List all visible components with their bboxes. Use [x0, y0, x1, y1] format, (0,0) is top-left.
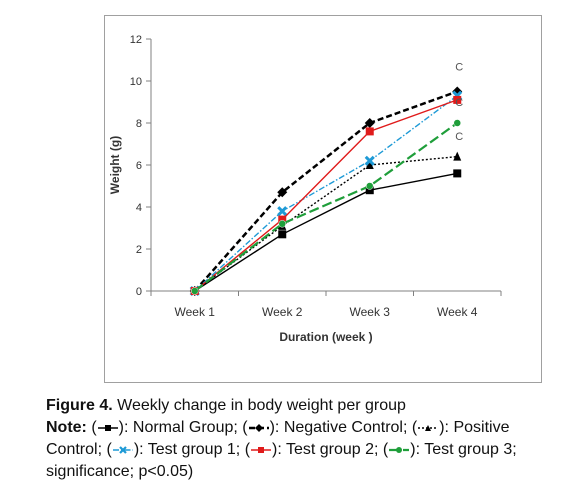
legend-symbol [418, 424, 439, 431]
series-line-2 [194, 155, 458, 292]
legend-entry: (): Test group 1; [102, 441, 241, 458]
series-line-5 [194, 122, 458, 292]
y-tick-label: 8 [136, 118, 142, 130]
series-line-3 [194, 95, 458, 292]
data-point [277, 206, 288, 217]
figure-title: Weekly change in body weight per group [117, 397, 406, 414]
legend-entry-label: Test group 3; [424, 441, 517, 458]
legend-entry-label: Test group 2; [285, 441, 379, 458]
y-tick-label: 4 [136, 202, 142, 214]
legend-entry-label: Negative Control; [283, 419, 408, 436]
data-point [366, 182, 374, 190]
significance-annotation: C [455, 62, 463, 74]
legend-symbol [251, 446, 272, 453]
x-tick-label: Week 4 [437, 305, 478, 319]
legend-entry-label: Test group 1; [147, 441, 241, 458]
line-chart: 0 2 4 6 8 10 12 Week 1 Week 2 Week 3 Week 4 Duratio… [108, 34, 502, 344]
legend-entry-label: Positive Control; [46, 419, 510, 458]
figure-caption: Figure 4. Weekly change in body weight p… [46, 395, 566, 483]
data-point [277, 187, 288, 198]
series-line-1 [193, 90, 458, 292]
legend-symbol [248, 423, 269, 432]
significance-annotation: C [455, 97, 463, 109]
x-tick-label: Week 3 [350, 305, 391, 319]
x-tick-label: Week 1 [175, 305, 216, 319]
data-point [365, 127, 374, 136]
y-tick-label: 0 [136, 286, 142, 298]
series-line-0 [194, 172, 458, 292]
x-tick-label: Week 2 [262, 305, 303, 319]
y-tick-label: 2 [136, 244, 142, 256]
data-point [278, 215, 287, 224]
legend-entry: (): Test group 3; [378, 441, 517, 458]
data-point [453, 169, 462, 178]
data-point [364, 155, 375, 166]
legend-symbol [389, 446, 410, 453]
x-axis-title: Duration (week ) [279, 330, 372, 344]
note-label: Note: [46, 419, 87, 436]
figure-label: Figure 4. [46, 397, 113, 414]
data-point [278, 220, 286, 228]
data-point [364, 118, 375, 128]
caption-legend: (): Normal Group; (): Negative Control; … [46, 419, 517, 458]
series-line-4 [194, 99, 458, 292]
data-point [278, 230, 287, 239]
caption-note: Note: (): Normal Group; (): Negative Con… [46, 417, 566, 483]
legend-entry-label: Normal Group; [132, 419, 238, 436]
caption-title-line: Figure 4. Weekly change in body weight p… [46, 395, 566, 417]
legend-entry: (): Normal Group; [91, 419, 238, 436]
data-point [453, 119, 461, 127]
data-point [365, 160, 374, 169]
legend-entry: (): Negative Control; [237, 419, 408, 436]
significance-note: significance; p<0.05) [46, 463, 194, 480]
data-point [191, 287, 199, 295]
data-point [453, 151, 462, 161]
legend-symbol [97, 424, 118, 431]
legend-entry: (): Test group 2; [240, 441, 379, 458]
legend-symbol [112, 445, 133, 454]
chart-frame: 0 2 4 6 8 10 12 Week 1 Week 2 Week 3 Week 4 Duratio… [104, 15, 542, 383]
data-point [453, 95, 462, 104]
y-tick-label: 6 [136, 160, 142, 172]
y-tick-label: 12 [130, 34, 142, 46]
significance-annotation: C [455, 131, 463, 143]
y-tick-label: 10 [130, 76, 142, 88]
legend-entry: (): Positive Control; [46, 419, 510, 458]
y-axis-title: Weight (g) [108, 136, 122, 194]
data-point [365, 186, 374, 195]
